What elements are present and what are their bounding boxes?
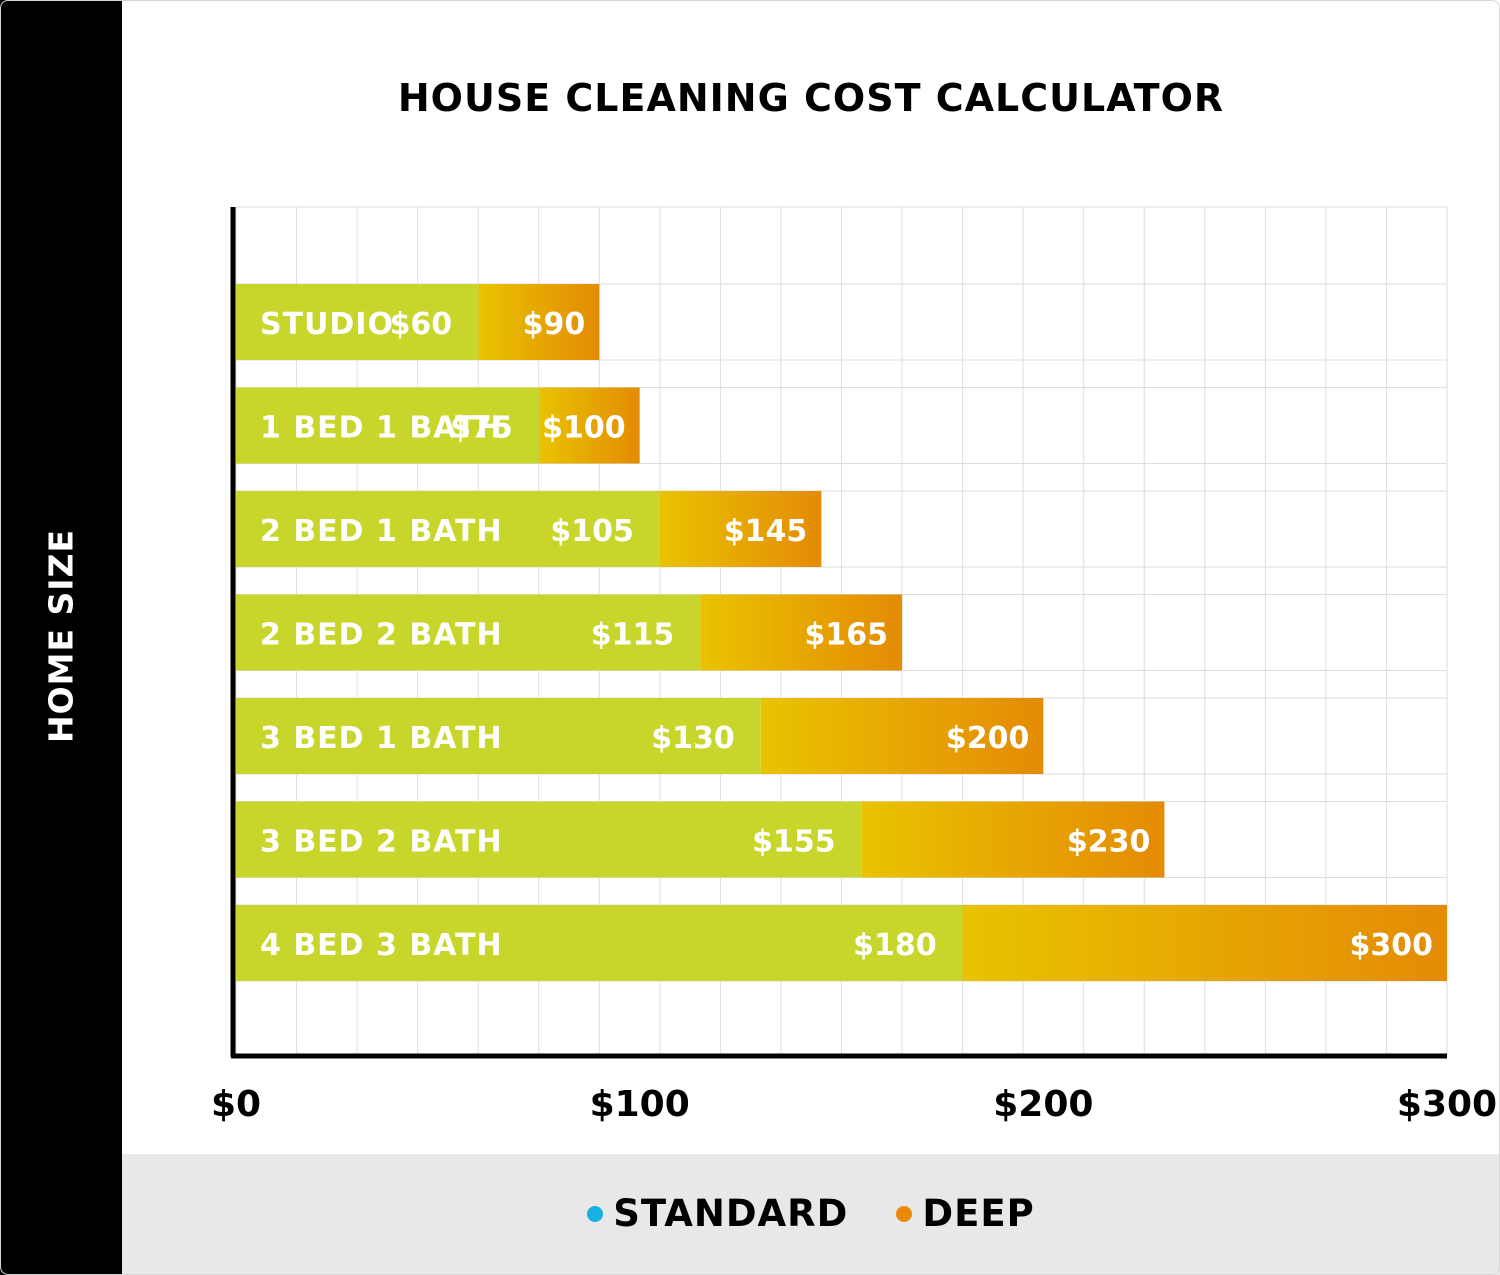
bar-deep bbox=[962, 905, 1447, 981]
x-tick-labels: $0 $100 $200 $300 bbox=[211, 1084, 1497, 1125]
bar-deep bbox=[861, 801, 1165, 878]
bar-standard bbox=[236, 801, 862, 878]
bar-standard bbox=[236, 284, 479, 360]
category-label: 2 BED 1 BATH bbox=[260, 514, 503, 549]
deep-value-label: $300 bbox=[1350, 928, 1434, 963]
deep-dot-icon bbox=[896, 1205, 913, 1222]
deep-value-label: $165 bbox=[805, 618, 889, 653]
bar-deep bbox=[478, 284, 600, 360]
x-tick-label: $300 bbox=[1397, 1084, 1497, 1125]
bar-standard bbox=[236, 594, 701, 671]
deep-value-label: $145 bbox=[724, 514, 808, 549]
standard-value-label: $60 bbox=[390, 307, 453, 342]
deep-value-label: $90 bbox=[523, 307, 586, 342]
legend-label-deep: DEEP bbox=[922, 1192, 1035, 1235]
x-tick-label: $0 bbox=[211, 1084, 261, 1125]
legend: STANDARD DEEP bbox=[122, 1192, 1500, 1235]
bar-deep bbox=[700, 594, 903, 671]
x-tick-label: $100 bbox=[590, 1084, 690, 1125]
bar-standard bbox=[236, 698, 761, 774]
standard-value-label: $155 bbox=[752, 825, 836, 860]
bar-standard bbox=[236, 387, 539, 464]
x-tick-label: $200 bbox=[993, 1084, 1093, 1125]
deep-value-label: $200 bbox=[946, 721, 1030, 756]
deep-value-label: $230 bbox=[1067, 825, 1151, 860]
category-label: 3 BED 2 BATH bbox=[260, 825, 503, 860]
bar-deep bbox=[760, 698, 1044, 774]
category-label: 3 BED 1 BATH bbox=[260, 721, 503, 756]
standard-value-label: $130 bbox=[651, 721, 735, 756]
chart-title: HOUSE CLEANING COST CALCULATOR bbox=[397, 76, 1225, 120]
category-label: 2 BED 2 BATH bbox=[260, 618, 503, 653]
axes bbox=[230, 207, 1447, 1059]
bars: STUDIO$60 $90 1 BED 1 BATH$75 $100 2 BED 1 B… bbox=[236, 284, 1447, 981]
bar-deep bbox=[538, 387, 640, 464]
bar-chart: STUDIO$60 $90 1 BED 1 BATH$75 $100 2 BED 1 B… bbox=[211, 206, 1497, 1125]
category-label: STUDIO bbox=[260, 307, 394, 342]
standard-value-label: $75 bbox=[450, 411, 513, 446]
deep-value-label: $100 bbox=[542, 411, 626, 446]
legend-band: STANDARD DEEP bbox=[122, 1154, 1500, 1275]
legend-item-deep: DEEP bbox=[896, 1192, 1034, 1235]
standard-dot-icon bbox=[587, 1205, 604, 1222]
legend-item-standard: STANDARD bbox=[587, 1192, 848, 1235]
category-label: 4 BED 3 BATH bbox=[260, 928, 503, 963]
category-label: 1 BED 1 BATH bbox=[260, 411, 503, 446]
bar-standard bbox=[236, 905, 963, 981]
standard-value-label: $105 bbox=[550, 514, 634, 549]
bar-deep bbox=[659, 491, 822, 567]
standard-value-label: $180 bbox=[853, 928, 937, 963]
legend-label-standard: STANDARD bbox=[613, 1192, 849, 1235]
standard-value-label: $115 bbox=[591, 618, 675, 653]
bar-standard bbox=[236, 491, 660, 567]
y-axis-band: HOME SIZE bbox=[0, 0, 122, 1275]
